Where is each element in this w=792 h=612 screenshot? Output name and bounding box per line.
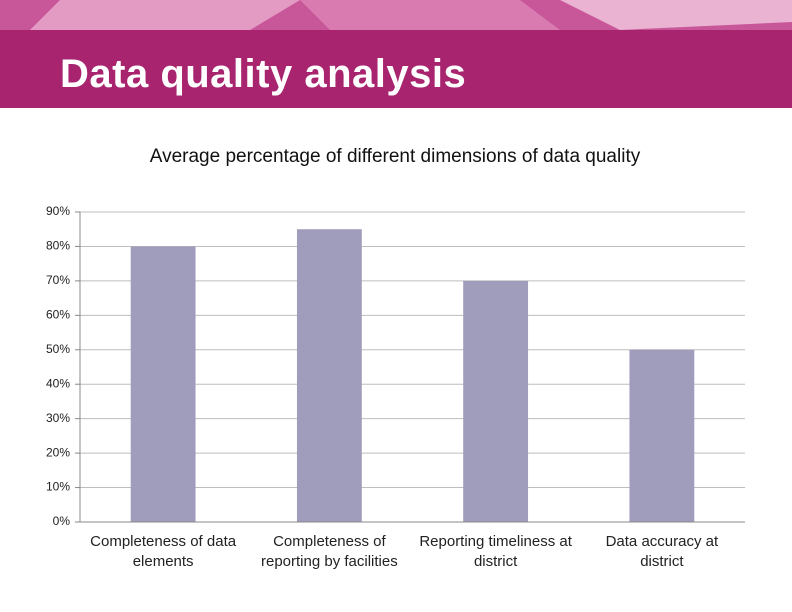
x-tick-label: Completeness of data elements xyxy=(90,533,237,570)
header-stripe xyxy=(300,0,560,30)
bar xyxy=(463,280,529,522)
y-tick-label: 40% xyxy=(46,376,70,390)
y-tick-label: 90% xyxy=(46,204,70,218)
bar xyxy=(130,246,196,522)
header-stripe xyxy=(30,0,300,30)
slide-title: Data quality analysis xyxy=(60,52,467,96)
x-tick-label: Reporting timeliness at district xyxy=(419,533,572,570)
y-tick-label: 80% xyxy=(46,239,70,253)
header-stripe xyxy=(560,0,792,30)
y-tick-label: 30% xyxy=(46,411,70,425)
y-tick-label: 60% xyxy=(46,308,70,322)
y-tick-label: 10% xyxy=(46,480,70,494)
y-tick-label: 50% xyxy=(46,342,70,356)
y-tick-label: 0% xyxy=(53,514,71,528)
x-tick-label: Completeness of reporting by facilities xyxy=(261,533,398,570)
y-tick-label: 20% xyxy=(46,445,70,459)
y-tick-label: 70% xyxy=(46,273,70,287)
chart-title: Average percentage of different dimensio… xyxy=(149,146,641,167)
x-tick-label: Data accuracy at district xyxy=(605,533,719,570)
bar xyxy=(296,229,362,522)
bar xyxy=(629,349,695,522)
